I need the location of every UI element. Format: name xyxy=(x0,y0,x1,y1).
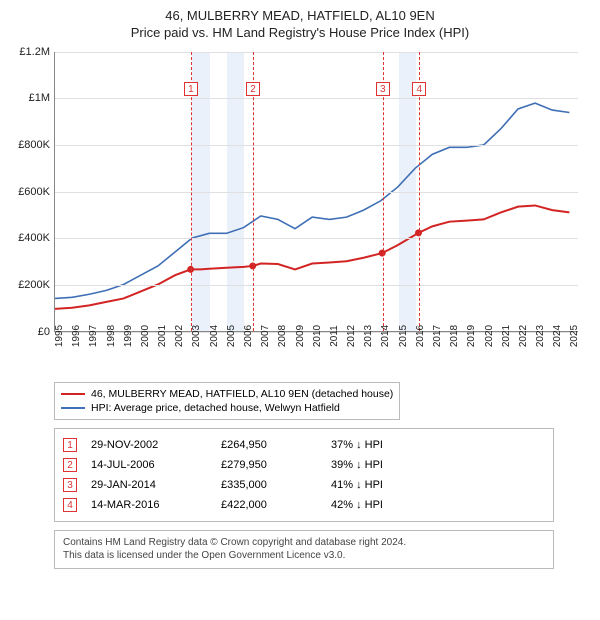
xtick-label: 2023 xyxy=(535,325,546,347)
tx-badge: 2 xyxy=(63,458,77,472)
xtick-label: 2001 xyxy=(157,325,168,347)
xtick-label: 2013 xyxy=(363,325,374,347)
xtick-label: 2007 xyxy=(260,325,271,347)
marker-badge: 3 xyxy=(376,82,390,96)
legend-row: 46, MULBERRY MEAD, HATFIELD, AL10 9EN (d… xyxy=(61,387,393,401)
gridline-h xyxy=(55,285,578,286)
gridline-h xyxy=(55,98,578,99)
tx-badge: 1 xyxy=(63,438,77,452)
chart-plot: 1 2 3 4 xyxy=(54,52,578,332)
xtick-label: 2019 xyxy=(466,325,477,347)
xtick-label: 2018 xyxy=(449,325,460,347)
footer-line: This data is licensed under the Open Gov… xyxy=(63,549,545,563)
tx-vs-hpi: 39% ↓ HPI xyxy=(331,459,451,471)
tx-price: £264,950 xyxy=(221,439,331,451)
xtick-label: 2005 xyxy=(226,325,237,347)
legend-label: 46, MULBERRY MEAD, HATFIELD, AL10 9EN (d… xyxy=(91,388,393,400)
series-line xyxy=(55,205,569,308)
xtick-label: 1996 xyxy=(71,325,82,347)
xtick-label: 1998 xyxy=(106,325,117,347)
xtick-label: 2008 xyxy=(277,325,288,347)
marker-badge: 4 xyxy=(412,82,426,96)
chart-title-sub: Price paid vs. HM Land Registry's House … xyxy=(10,25,590,42)
tx-badge: 4 xyxy=(63,498,77,512)
table-row: 1 29-NOV-2002£264,95037% ↓ HPI xyxy=(63,435,545,455)
tx-price: £335,000 xyxy=(221,479,331,491)
legend-label: HPI: Average price, detached house, Welw… xyxy=(91,402,340,414)
series-line xyxy=(55,103,569,298)
tx-date: 14-MAR-2016 xyxy=(91,499,221,511)
xtick-label: 2002 xyxy=(174,325,185,347)
xtick-label: 2000 xyxy=(140,325,151,347)
gridline-h xyxy=(55,145,578,146)
footer-licence: Contains HM Land Registry data © Crown c… xyxy=(54,530,554,569)
table-row: 4 14-MAR-2016£422,00042% ↓ HPI xyxy=(63,495,545,515)
xtick-label: 1999 xyxy=(123,325,134,347)
xtick-label: 2014 xyxy=(380,325,391,347)
xtick-label: 2011 xyxy=(329,325,340,347)
xtick-label: 2012 xyxy=(346,325,357,347)
gridline-h xyxy=(55,238,578,239)
tx-date: 29-JAN-2014 xyxy=(91,479,221,491)
footer-line: Contains HM Land Registry data © Crown c… xyxy=(63,536,545,550)
xtick-label: 2003 xyxy=(191,325,202,347)
chart-title-address: 46, MULBERRY MEAD, HATFIELD, AL10 9EN xyxy=(10,8,590,25)
tx-date: 29-NOV-2002 xyxy=(91,439,221,451)
xtick-label: 1995 xyxy=(54,325,65,347)
ytick-label: £600K xyxy=(18,186,50,198)
chart-area: 1234 £0£200K£400K£600K£800K£1M£1.2M19951… xyxy=(10,48,586,378)
ytick-label: £400K xyxy=(18,232,50,244)
xtick-label: 2020 xyxy=(484,325,495,347)
xtick-label: 2017 xyxy=(432,325,443,347)
marker-badge: 1 xyxy=(184,82,198,96)
ytick-label: £0 xyxy=(38,326,50,338)
xtick-label: 2021 xyxy=(501,325,512,347)
legend-swatch xyxy=(61,407,85,409)
transaction-table: 1 29-NOV-2002£264,95037% ↓ HPI 2 14-JUL-200… xyxy=(54,428,554,522)
table-row: 3 29-JAN-2014£335,00041% ↓ HPI xyxy=(63,475,545,495)
xtick-label: 2015 xyxy=(398,325,409,347)
tx-price: £422,000 xyxy=(221,499,331,511)
ytick-label: £200K xyxy=(18,279,50,291)
xtick-label: 2024 xyxy=(552,325,563,347)
marker-badge: 2 xyxy=(246,82,260,96)
ytick-label: £1M xyxy=(29,92,50,104)
tx-vs-hpi: 42% ↓ HPI xyxy=(331,499,451,511)
tx-date: 14-JUL-2006 xyxy=(91,459,221,471)
xtick-label: 2010 xyxy=(312,325,323,347)
tx-price: £279,950 xyxy=(221,459,331,471)
gridline-h xyxy=(55,52,578,53)
xtick-label: 2009 xyxy=(295,325,306,347)
legend-row: HPI: Average price, detached house, Welw… xyxy=(61,401,393,415)
ytick-label: £1.2M xyxy=(19,46,50,58)
tx-vs-hpi: 37% ↓ HPI xyxy=(331,439,451,451)
xtick-label: 2004 xyxy=(209,325,220,347)
xtick-label: 1997 xyxy=(88,325,99,347)
xtick-label: 2006 xyxy=(243,325,254,347)
gridline-h xyxy=(55,192,578,193)
tx-badge: 3 xyxy=(63,478,77,492)
tx-vs-hpi: 41% ↓ HPI xyxy=(331,479,451,491)
xtick-label: 2016 xyxy=(415,325,426,347)
xtick-label: 2022 xyxy=(518,325,529,347)
legend: 46, MULBERRY MEAD, HATFIELD, AL10 9EN (d… xyxy=(54,382,400,420)
xtick-label: 2025 xyxy=(569,325,580,347)
legend-swatch xyxy=(61,393,85,395)
table-row: 2 14-JUL-2006£279,95039% ↓ HPI xyxy=(63,455,545,475)
ytick-label: £800K xyxy=(18,139,50,151)
